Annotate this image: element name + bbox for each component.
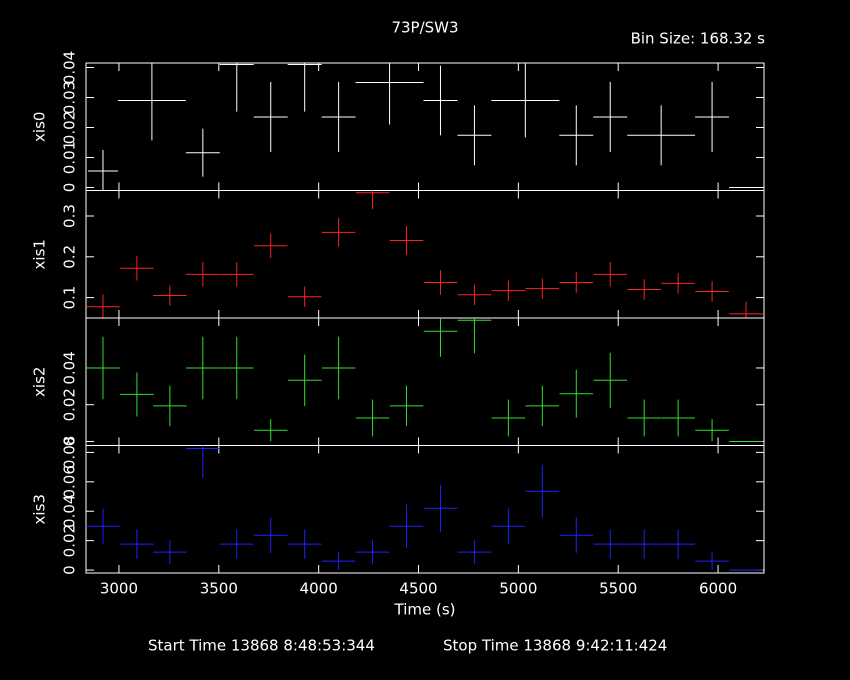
x-axis-label: Time (s) — [394, 601, 456, 619]
x-tick-label: 4500 — [399, 580, 437, 598]
y-tick-label: 0.02 — [61, 524, 79, 557]
panel-frame — [85, 62, 765, 191]
y-axis-label: xis2 — [31, 367, 49, 397]
y-tick-label: 0 — [61, 565, 79, 575]
y-tick-label: 0.03 — [61, 81, 79, 114]
y-tick-label: 0.04 — [61, 495, 79, 528]
y-tick-label: 0.02 — [61, 111, 79, 144]
x-tick-label: 3000 — [100, 580, 138, 598]
stop-time: Stop Time 13868 9:42:11:424 — [443, 637, 667, 655]
title: 73P/SW3 — [391, 19, 458, 37]
y-tick-label: 0.01 — [61, 141, 79, 174]
panel-frame — [85, 317, 765, 446]
y-tick-label: 0.04 — [61, 351, 79, 384]
y-tick-label: 0 — [61, 183, 79, 193]
x-tick-label: 6000 — [699, 580, 737, 598]
y-tick-label: 0.02 — [61, 388, 79, 421]
y-tick-label: 0.08 — [61, 436, 79, 469]
y-axis-label: xis3 — [31, 494, 49, 524]
y-tick-label: 0.1 — [61, 286, 79, 310]
panel-frame — [85, 445, 765, 574]
x-tick-label: 5000 — [499, 580, 537, 598]
start-time: Start Time 13868 8:48:53:344 — [148, 637, 375, 655]
y-tick-label: 0.2 — [61, 245, 79, 269]
x-tick-label: 3500 — [200, 580, 238, 598]
y-axis-label: xis1 — [31, 239, 49, 269]
y-tick-label: 0.3 — [61, 204, 79, 228]
panel-frame — [85, 190, 765, 319]
y-tick-label: 0.04 — [61, 51, 79, 84]
bin-size: Bin Size: 168.32 s — [631, 30, 766, 48]
y-axis-label: xis0 — [31, 112, 49, 142]
x-tick-label: 4000 — [300, 580, 338, 598]
y-tick-label: 0.06 — [61, 465, 79, 498]
x-tick-label: 5500 — [599, 580, 637, 598]
y-tick-label: 0 — [61, 437, 79, 447]
